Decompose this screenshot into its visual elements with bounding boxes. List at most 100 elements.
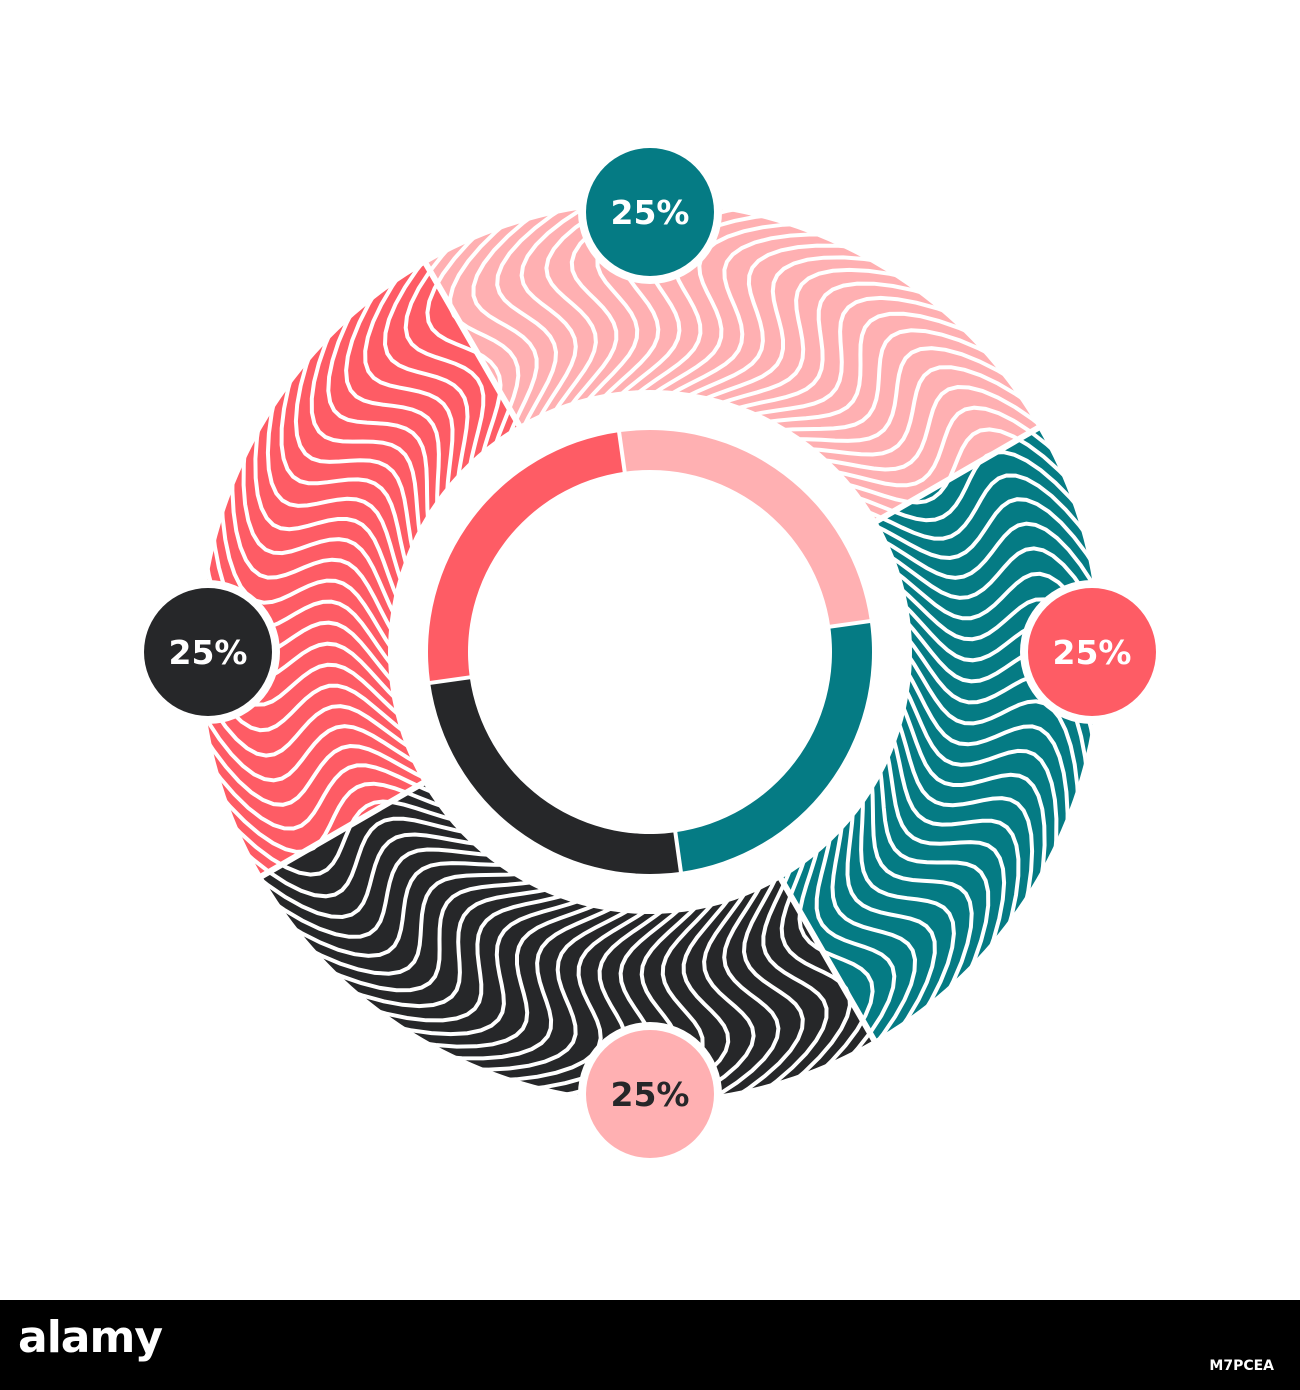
value-badges: 25% 25% 25% 25% — [136, 140, 1164, 1166]
wave-stripe — [309, 320, 423, 541]
wave-stripe — [797, 842, 875, 1079]
wave-stripe — [664, 232, 836, 399]
wave-stripe — [869, 778, 974, 1004]
badge-label-1: 25% — [611, 193, 690, 232]
wave-stripe — [714, 267, 914, 407]
badge-circle-2 — [1028, 588, 1156, 716]
alamy-logo: alamy — [18, 1312, 163, 1363]
wave-stripe — [280, 861, 510, 958]
wave-stripe — [362, 892, 570, 1023]
wave-stripe — [776, 328, 1002, 433]
footer-bar: alamy M7PCEA — [0, 1300, 1300, 1390]
badge-label-4: 25% — [169, 633, 248, 672]
wave-stripe — [899, 699, 1047, 891]
wave-stripe — [403, 236, 486, 473]
wave-stripe — [901, 683, 1059, 865]
wave-stripe — [293, 341, 416, 556]
inner-thin-ring — [427, 429, 873, 875]
inner-separator — [827, 618, 873, 629]
wave-stripe — [382, 250, 470, 486]
wave-stripe — [803, 365, 1037, 457]
wave-stripe — [877, 521, 1106, 605]
inner-slice-3 — [430, 677, 681, 875]
inner-slice-4 — [428, 432, 625, 683]
wave-stripe — [761, 311, 982, 425]
slice-separator — [776, 873, 879, 1045]
wave-stripe — [727, 871, 805, 1104]
wave-stripe — [860, 473, 1095, 546]
wave-stripe — [213, 781, 449, 854]
wave-stripe — [230, 466, 397, 638]
wave-stripe — [241, 439, 399, 621]
wave-stripe — [192, 669, 416, 758]
inner-separator — [673, 829, 684, 875]
image-code: M7PCEA — [1209, 1358, 1274, 1374]
wave-stripe — [829, 405, 1066, 488]
wave-stripe — [895, 716, 1035, 916]
wave-stripe — [730, 281, 938, 412]
wave-stripe — [884, 546, 1108, 635]
wave-stripe — [464, 905, 636, 1072]
slice-separator — [421, 259, 524, 431]
wave-stripe — [326, 300, 431, 526]
wave-stripe — [859, 792, 956, 1022]
wave-stripe — [697, 255, 889, 403]
wave-stripe — [339, 886, 554, 1009]
badge-circle-1 — [586, 148, 714, 276]
wave-stripe — [814, 831, 897, 1068]
wave-stripe — [851, 450, 1087, 523]
wave-stripe — [471, 207, 544, 442]
wave-stripe — [263, 847, 497, 939]
wave-stripe — [681, 243, 863, 401]
wave-stripe — [746, 295, 961, 418]
wave-stripe — [279, 364, 410, 572]
wave-stripe — [344, 282, 441, 512]
wave-stripe — [298, 871, 524, 976]
wave-stripe — [253, 413, 401, 605]
wave-stripe — [198, 729, 431, 807]
wave-stripe — [363, 265, 455, 499]
inner-slice-2 — [675, 621, 872, 872]
chart-svg: 25% 25% 25% 25% — [136, 140, 1164, 1166]
wave-stripe — [667, 886, 756, 1110]
wave-stripe — [492, 906, 652, 1083]
wave-stripe — [816, 384, 1052, 472]
wave-stripe — [234, 816, 471, 899]
wave-stripe — [318, 879, 539, 993]
slice-separator — [871, 423, 1043, 526]
wave-stripe — [904, 650, 1081, 810]
wave-stripe — [697, 879, 781, 1108]
wave-stripe — [437, 903, 619, 1061]
wave-stripe — [425, 225, 503, 462]
wave-stripe — [495, 200, 573, 433]
badge-circle-3 — [586, 1030, 714, 1158]
wave-stripe — [869, 497, 1102, 575]
wave-stripe — [265, 388, 405, 588]
badge-label-3: 25% — [611, 1075, 690, 1114]
wave-stripe — [219, 494, 396, 654]
inner-slice-1 — [619, 430, 870, 627]
wave-stripe — [411, 901, 603, 1049]
inner-separator — [616, 429, 627, 475]
donut-chart: 25% 25% 25% 25% — [136, 140, 1164, 1166]
wave-stripe — [884, 748, 1007, 963]
wave-stripe — [890, 732, 1021, 940]
wave-stripe — [448, 215, 521, 451]
wave-stripe — [830, 818, 918, 1054]
wave-stripe — [845, 805, 937, 1039]
badge-circle-4 — [144, 588, 272, 716]
wave-stripe — [877, 763, 991, 984]
wave-stripe — [519, 196, 603, 425]
outer-wavy-ring — [192, 194, 1108, 1110]
wave-stripe — [194, 699, 423, 783]
wave-stripe — [648, 221, 808, 398]
wave-stripe — [840, 427, 1077, 505]
slice-separator — [257, 778, 429, 881]
badge-label-2: 25% — [1053, 633, 1132, 672]
wave-stripe — [544, 194, 633, 418]
wave-stripe — [756, 862, 829, 1097]
wave-stripe — [779, 853, 852, 1089]
wave-stripe — [205, 758, 440, 831]
wave-stripe — [790, 346, 1020, 443]
wave-stripe — [386, 897, 586, 1037]
